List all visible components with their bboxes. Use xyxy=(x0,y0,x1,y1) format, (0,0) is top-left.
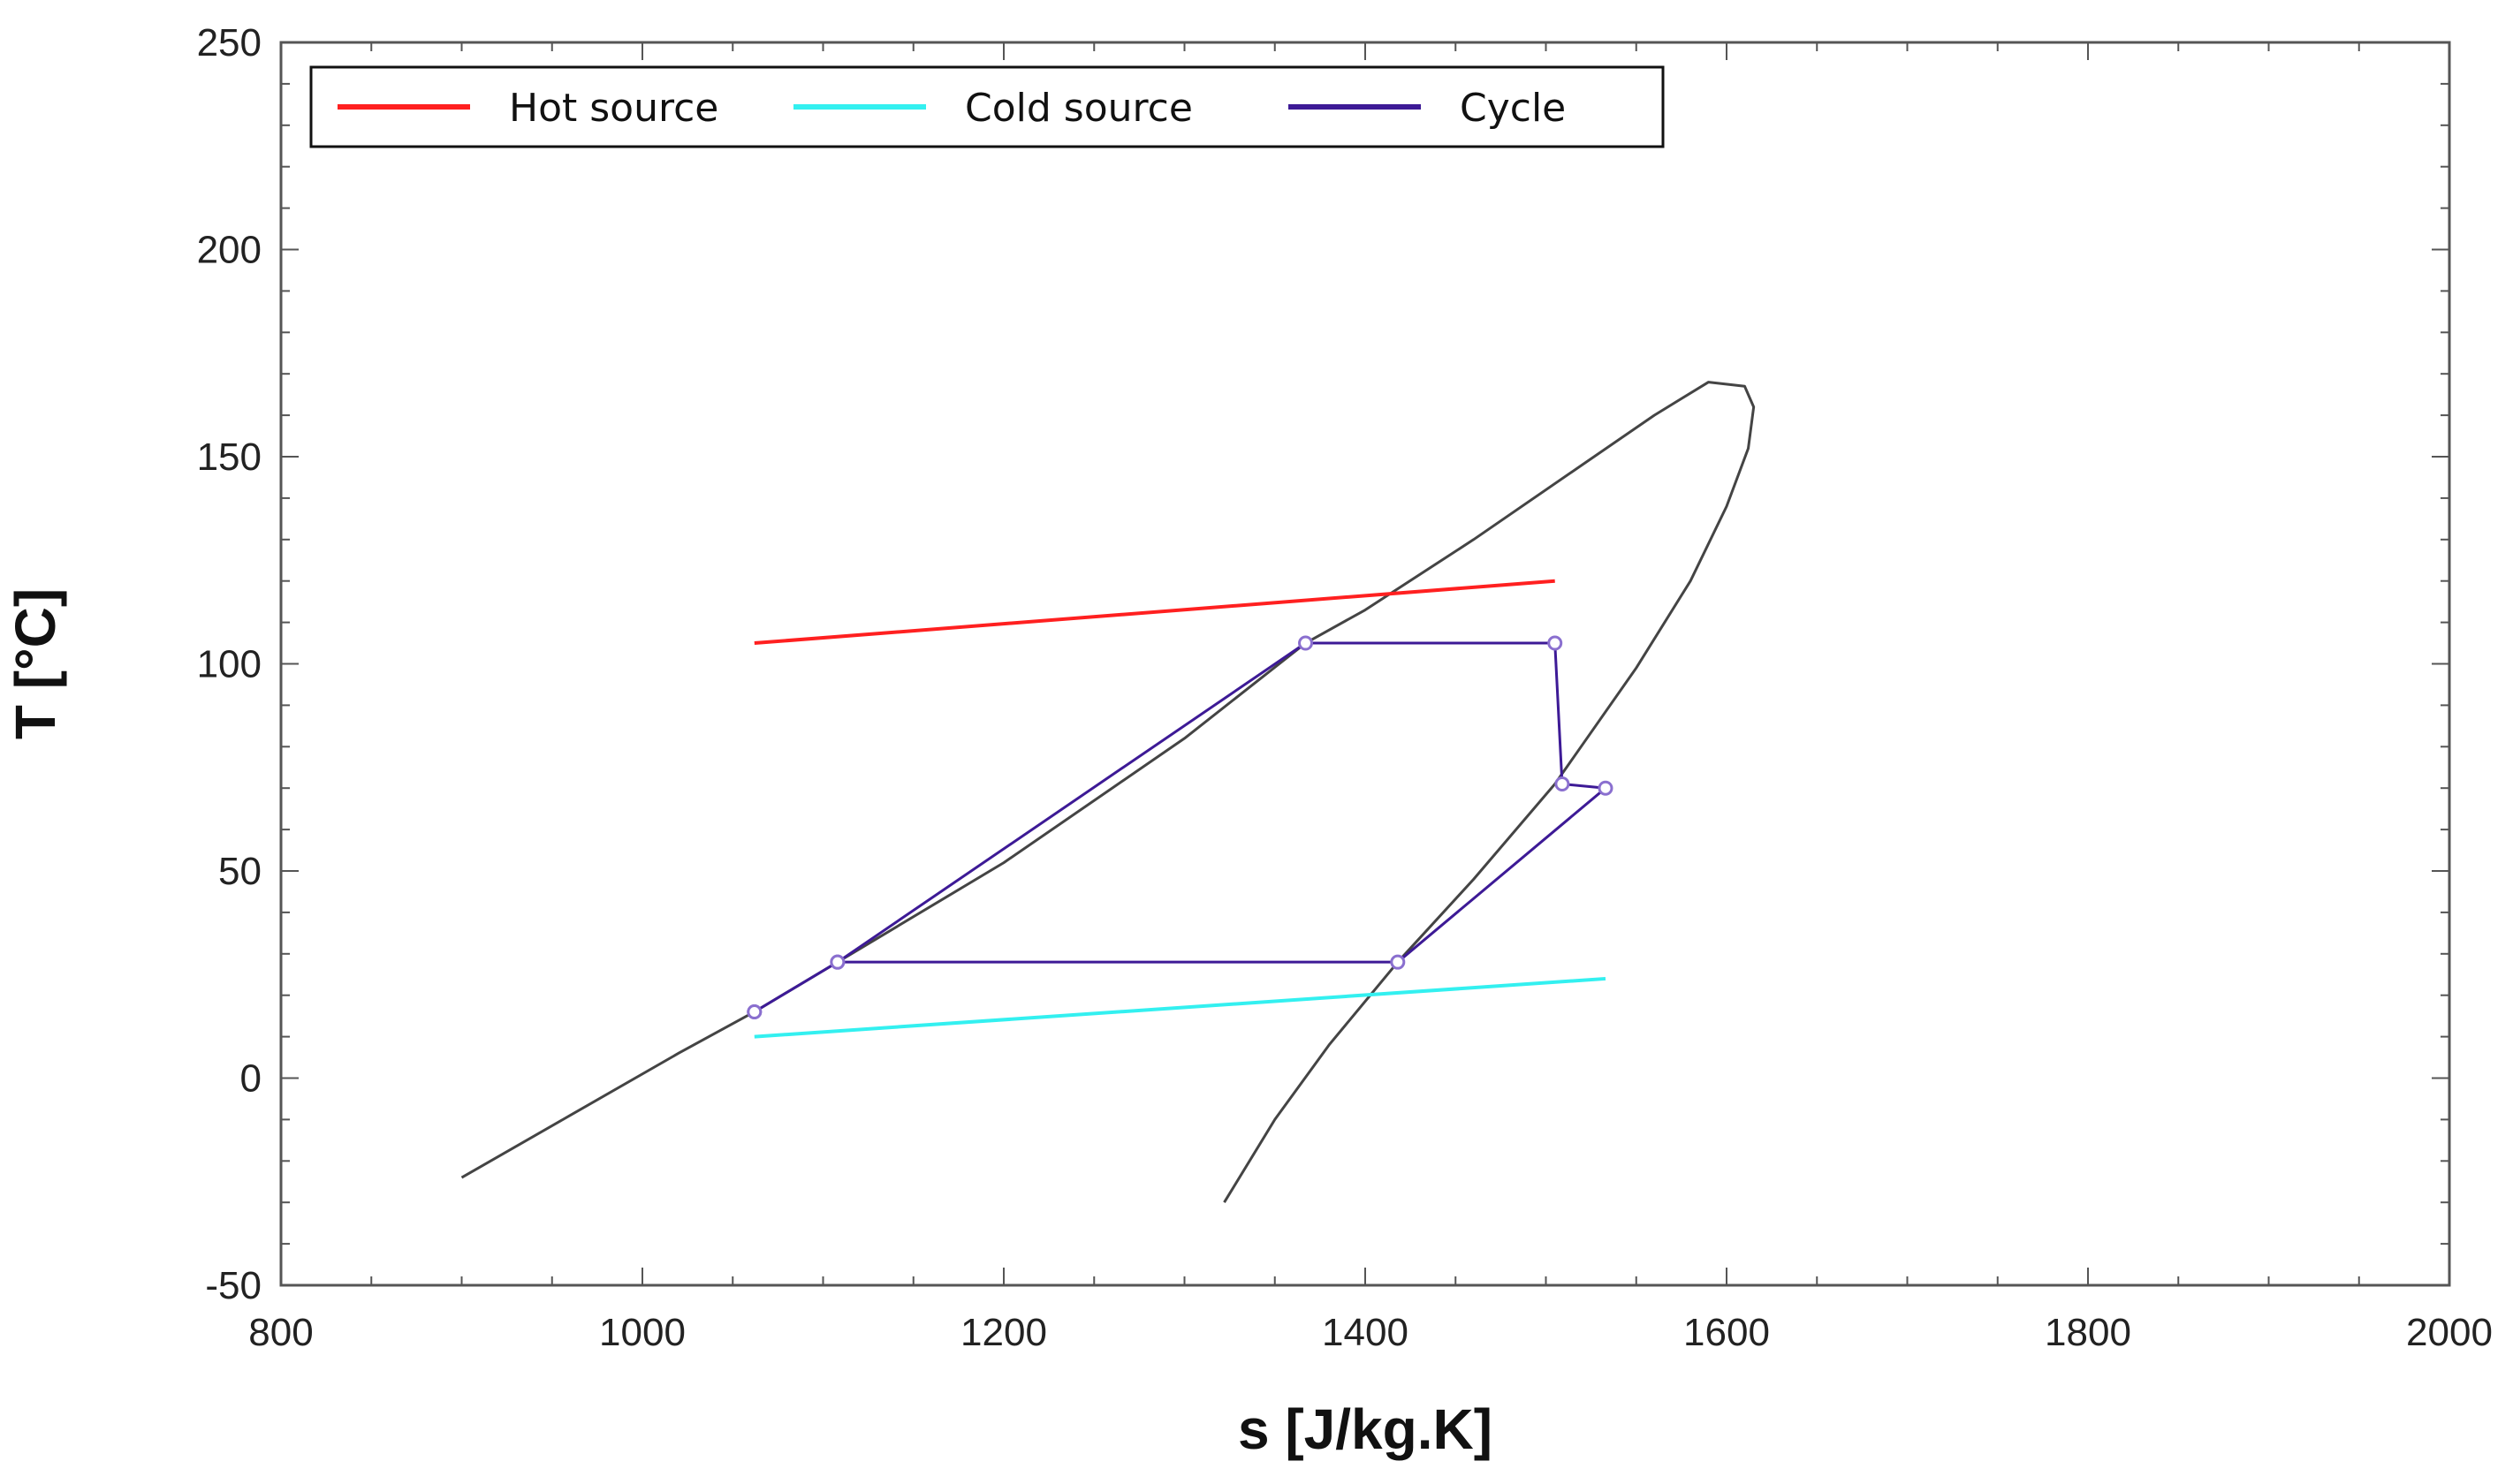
cycle-point xyxy=(1390,954,1406,970)
x-tick-label: 1200 xyxy=(960,1311,1047,1354)
cycle-point xyxy=(830,954,846,970)
y-tick-label: 50 xyxy=(218,850,262,893)
axis-ticks xyxy=(280,42,2450,1286)
y-tick-label: 0 xyxy=(240,1057,262,1101)
hot-source-line xyxy=(754,579,1555,646)
plot-frame xyxy=(279,41,2451,1287)
legend: Hot source Cold source Cycle xyxy=(309,65,1665,148)
x-tick-label: 2000 xyxy=(2406,1311,2493,1354)
cycle-point xyxy=(1298,635,1314,651)
cold-source-line xyxy=(754,976,1606,1039)
y-tick-label: 200 xyxy=(197,229,262,272)
x-tick-label: 800 xyxy=(248,1311,313,1354)
y-axis-title: T [°C] xyxy=(4,588,67,739)
saturation-dome-line xyxy=(460,381,1756,1203)
legend-label-cycle: Cycle xyxy=(1460,86,1566,131)
legend-box xyxy=(309,65,1665,148)
cycle-point xyxy=(1554,776,1570,792)
axis-tick-labels: 800 1000 1200 1400 1600 1800 2000 -50 0 50 100 150 2… xyxy=(197,21,2493,1354)
x-tick-label: 1400 xyxy=(1322,1311,1408,1354)
x-tick-label: 1800 xyxy=(2045,1311,2131,1354)
y-tick-label: 150 xyxy=(197,435,262,479)
y-tick-label: -50 xyxy=(205,1264,262,1307)
cycle-line xyxy=(754,641,1607,1013)
y-tick-label: 100 xyxy=(197,643,262,686)
x-tick-label: 1600 xyxy=(1683,1311,1770,1354)
x-axis-title: s [J/kg.K] xyxy=(1238,1397,1492,1461)
y-tick-label: 250 xyxy=(197,21,262,64)
series-layer xyxy=(460,381,1756,1203)
legend-label-cold-source: Cold source xyxy=(965,86,1193,131)
legend-label-hot-source: Hot source xyxy=(509,86,718,131)
x-tick-label: 1000 xyxy=(599,1311,686,1354)
cycle-point xyxy=(747,1003,763,1019)
cycle-point xyxy=(1547,635,1563,651)
cycle-point xyxy=(1598,780,1613,796)
